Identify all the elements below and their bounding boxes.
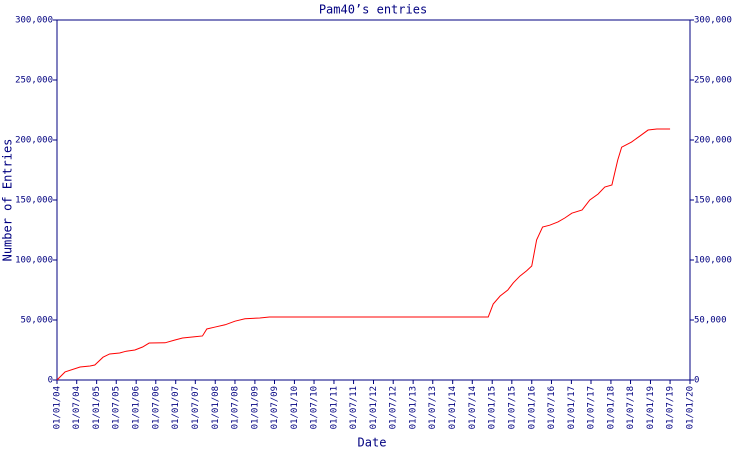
x-tick-label: 01/01/16 bbox=[527, 386, 537, 429]
x-tick-label: 01/07/10 bbox=[310, 386, 320, 429]
x-tick-label: 01/01/18 bbox=[606, 386, 616, 429]
x-tick-label: 01/07/17 bbox=[586, 386, 596, 429]
x-tick-label: 01/01/15 bbox=[488, 386, 498, 429]
x-tick-label: 01/07/08 bbox=[230, 386, 240, 429]
y2-tick-label: 150,000 bbox=[694, 196, 732, 206]
chart-title: Pam40’s entries bbox=[319, 3, 427, 17]
x-tick-label: 01/01/19 bbox=[646, 386, 656, 429]
x-tick-label: 01/07/05 bbox=[112, 386, 122, 429]
x-tick-label: 01/07/09 bbox=[270, 386, 280, 429]
x-tick-label: 01/01/07 bbox=[171, 386, 181, 429]
y2-tick-label: 0 bbox=[694, 376, 699, 386]
x-tick-label: 01/07/19 bbox=[666, 386, 676, 429]
y-tick-label: 100,000 bbox=[15, 256, 53, 266]
y2-tick-label: 50,000 bbox=[694, 316, 727, 326]
x-tick-label: 01/01/09 bbox=[250, 386, 260, 429]
y-tick-label: 150,000 bbox=[15, 196, 53, 206]
x-tick-label: 01/07/18 bbox=[626, 386, 636, 429]
y-axis-label: Number of Entries bbox=[1, 139, 15, 262]
x-tick-label: 01/01/10 bbox=[290, 386, 300, 429]
y-tick-label: 200,000 bbox=[15, 136, 53, 146]
x-tick-label: 01/01/13 bbox=[409, 386, 419, 429]
x-tick-label: 01/01/20 bbox=[686, 386, 696, 429]
x-tick-label: 01/01/11 bbox=[329, 386, 339, 429]
x-tick-label: 01/01/04 bbox=[53, 386, 63, 429]
data-line bbox=[56, 128, 671, 381]
y2-tick-label: 250,000 bbox=[694, 76, 732, 86]
x-tick-label: 01/07/14 bbox=[468, 386, 478, 429]
x-tick-label: 01/07/15 bbox=[507, 386, 517, 429]
y2-tick-label: 100,000 bbox=[694, 256, 732, 266]
x-axis-label: Date bbox=[358, 436, 387, 450]
x-tick-label: 01/01/17 bbox=[567, 386, 577, 429]
x-tick-label: 01/07/11 bbox=[349, 386, 359, 429]
x-tick-label: 01/01/06 bbox=[132, 386, 142, 429]
y-tick-label: 300,000 bbox=[15, 16, 53, 26]
x-tick-label: 01/07/04 bbox=[72, 386, 82, 429]
x-tick-label: 01/07/06 bbox=[151, 386, 161, 429]
x-tick-label: 01/07/16 bbox=[547, 386, 557, 429]
x-tick-label: 01/01/14 bbox=[448, 386, 458, 429]
y2-tick-label: 200,000 bbox=[694, 136, 732, 146]
x-tick-label: 01/07/12 bbox=[389, 386, 399, 429]
y-tick-label: 250,000 bbox=[15, 76, 53, 86]
x-tick-label: 01/07/13 bbox=[428, 386, 438, 429]
x-tick-label: 01/07/07 bbox=[191, 386, 201, 429]
y2-tick-label: 300,000 bbox=[694, 16, 732, 26]
x-tick-label: 01/01/08 bbox=[211, 386, 221, 429]
x-tick-label: 01/01/05 bbox=[92, 386, 102, 429]
y-tick-label: 50,000 bbox=[20, 316, 53, 326]
y-tick-label: 0 bbox=[48, 376, 53, 386]
plot-frame bbox=[56, 19, 691, 381]
x-tick-label: 01/01/12 bbox=[369, 386, 379, 429]
